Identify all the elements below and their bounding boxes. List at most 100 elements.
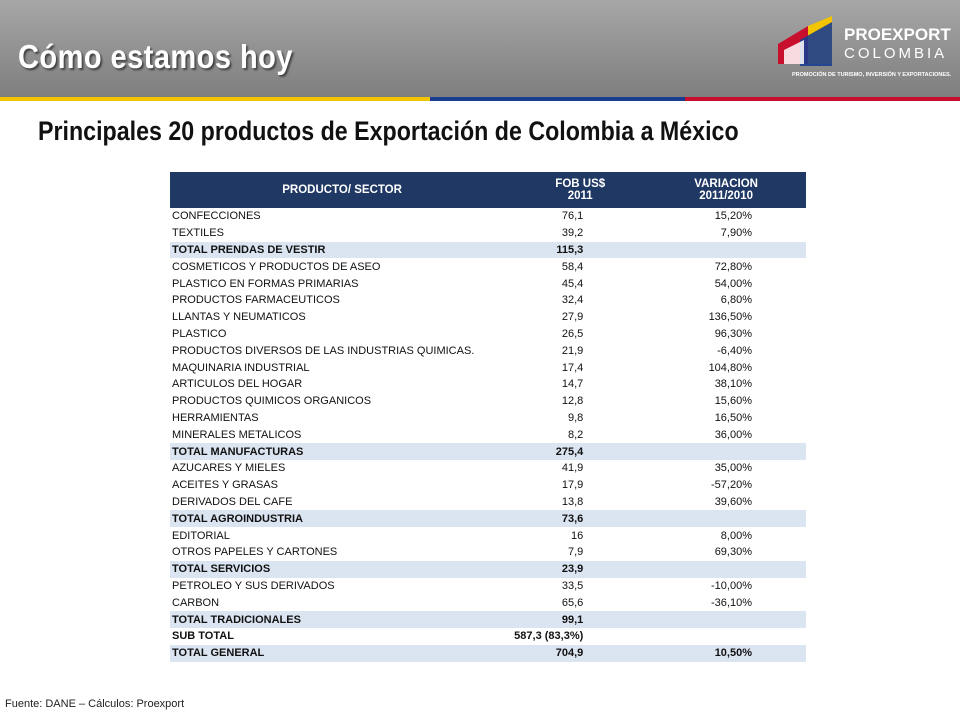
table-header: PRODUCTO/ SECTOR FOB US$ 2011 VARIACION 2011…: [170, 172, 806, 208]
table-cell: 38,10%: [714, 378, 752, 391]
table-cell: TOTAL SERVICIOS: [170, 560, 515, 578]
table-row: AZUCARES Y MIELES 41,9 35,00%: [170, 460, 806, 477]
table-cell: 21,9: [561, 344, 584, 357]
table-cell: 587,3 (83,3%): [514, 630, 584, 643]
table-cell: 17,4: [561, 361, 584, 374]
table-cell: 16: [571, 529, 584, 542]
table-cell: 32,4: [561, 294, 584, 307]
table-cell: 23,9: [514, 560, 647, 578]
table-cell: ARTICULOS DEL HOGAR: [172, 378, 303, 391]
table-cell: 9,8: [567, 411, 584, 424]
table-cell: HERRAMIENTAS: [172, 411, 259, 424]
table-cell: ACEITES Y GRASAS: [172, 479, 278, 492]
table-cell: 99,1: [514, 611, 647, 628]
table-row: COSMETICOS Y PRODUCTOS DE ASEO 58,4 72,80%: [170, 258, 806, 275]
table-row: MINERALES METALICOS 8,2 36,00%: [170, 426, 806, 443]
logo-name: PROEXPORT: [844, 25, 951, 44]
table-cell: COSMETICOS Y PRODUCTOS DE ASEO: [172, 260, 381, 273]
table-cell: 7,9: [567, 546, 584, 559]
table-cell: 12,8: [561, 395, 584, 408]
table-row: TOTAL SERVICIOS 23,9: [170, 560, 806, 578]
table-row: PLASTICO EN FORMAS PRIMARIAS 45,4 54,00%: [170, 275, 806, 292]
table-cell: 27,9: [561, 311, 584, 324]
table-cell: [646, 560, 806, 578]
table-cell: 41,9: [561, 462, 584, 475]
table-row: LLANTAS Y NEUMATICOS 27,9 136,50%: [170, 309, 806, 326]
table-cell: 76,1: [561, 210, 584, 223]
column-header: FOB US$ 2011: [514, 172, 647, 208]
table-row: EDITORIAL 16 8,00%: [170, 527, 806, 544]
table-cell: CONFECCIONES: [172, 210, 261, 223]
table-cell: 275,4: [514, 443, 647, 460]
table-row: TOTAL GENERAL 704,9 10,50%: [170, 644, 806, 662]
table-row: TOTAL PRENDAS DE VESTIR 115,3: [170, 241, 806, 259]
table-cell: -57,20%: [711, 479, 752, 492]
table-cell: 54,00%: [714, 277, 752, 290]
data-table: PRODUCTO/ SECTOR FOB US$ 2011 VARIACION 2011…: [170, 172, 806, 662]
table-cell: EDITORIAL: [172, 529, 230, 542]
table-cell: TOTAL TRADICIONALES: [170, 611, 515, 628]
table-cell: [646, 241, 806, 259]
table-cell: 58,4: [561, 260, 584, 273]
table-row: ARTICULOS DEL HOGAR 14,7 38,10%: [170, 376, 806, 393]
table-cell: [646, 510, 806, 528]
table-row: PRODUCTOS DIVERSOS DE LAS INDUSTRIAS QUI…: [170, 342, 806, 359]
table-cell: 17,9: [561, 479, 584, 492]
table-row: TOTAL TRADICIONALES 99,1: [170, 611, 806, 628]
table-cell: MAQUINARIA INDUSTRIAL: [172, 361, 310, 374]
table-cell: PRODUCTOS QUIMICOS ORGANICOS: [172, 395, 372, 408]
table-cell: DERIVADOS DEL CAFE: [172, 495, 293, 508]
table-cell: [646, 443, 806, 460]
table-row: HERRAMIENTAS 9,8 16,50%: [170, 410, 806, 427]
table-cell: 69,30%: [714, 546, 752, 559]
table-cell: 10,50%: [646, 644, 806, 662]
table-cell: 26,5: [561, 327, 584, 340]
table-cell: 15,20%: [714, 210, 752, 223]
table-cell: 39,60%: [714, 495, 752, 508]
table-cell: SUB TOTAL: [172, 630, 234, 643]
table-cell: 72,80%: [714, 260, 752, 273]
column-header: VARIACION 2011/2010: [646, 172, 806, 208]
table-row: TOTAL MANUFACTURAS 275,4: [170, 443, 806, 460]
table-cell: OTROS PAPELES Y CARTONES: [172, 546, 338, 559]
logo-country: COLOMBIA: [844, 45, 947, 62]
table-cell: 136,50%: [708, 311, 752, 324]
table-cell: [646, 628, 806, 645]
table-cell: 36,00%: [714, 428, 752, 441]
table-row: TOTAL AGROINDUSTRIA 73,6: [170, 510, 806, 528]
table-row: MAQUINARIA INDUSTRIAL 17,4 104,80%: [170, 359, 806, 376]
table-cell: TEXTILES: [172, 227, 224, 240]
table-cell: 35,00%: [714, 462, 752, 475]
table-cell: [646, 611, 806, 628]
header-line: PRODUCTO/ SECTOR: [282, 184, 402, 196]
table-row: OTROS PAPELES Y CARTONES 7,9 69,30%: [170, 544, 806, 561]
table-cell: 39,2: [561, 227, 584, 240]
color-stripe: [0, 97, 960, 101]
table-cell: AZUCARES Y MIELES: [172, 462, 286, 475]
table-cell: 65,6: [561, 596, 584, 609]
source-note: Fuente: DANE – Cálculos: Proexport: [5, 698, 185, 710]
table-cell: TOTAL MANUFACTURAS: [170, 443, 515, 460]
table-cell: 8,2: [567, 428, 584, 441]
table-cell: 115,3: [514, 241, 647, 259]
table-cell: PETROLEO Y SUS DERIVADOS: [172, 579, 335, 592]
table-cell: 96,30%: [714, 327, 752, 340]
table-row: PLASTICO 26,5 96,30%: [170, 326, 806, 343]
heading: Principales 20 productos de Exportación …: [38, 116, 739, 146]
table-cell: 33,5: [561, 579, 584, 592]
table-cell: 6,80%: [720, 294, 752, 307]
table-row: CONFECCIONES 76,1 15,20%: [170, 208, 806, 225]
table-row: SUB TOTAL 587,3 (83,3%): [170, 628, 806, 645]
table-cell: 104,80%: [708, 361, 752, 374]
table-cell: 73,6: [514, 510, 647, 528]
table-cell: CARBON: [172, 596, 220, 609]
table-cell: MINERALES METALICOS: [172, 428, 302, 441]
table-cell: -6,40%: [717, 344, 752, 357]
table-row: PETROLEO Y SUS DERIVADOS 33,5 -10,00%: [170, 578, 806, 595]
column-header: PRODUCTO/ SECTOR: [170, 172, 515, 208]
table-cell: 14,7: [561, 378, 584, 391]
table-cell: 16,50%: [714, 411, 752, 424]
table-cell: 45,4: [561, 277, 584, 290]
table-row: DERIVADOS DEL CAFE 13,8 39,60%: [170, 494, 806, 511]
